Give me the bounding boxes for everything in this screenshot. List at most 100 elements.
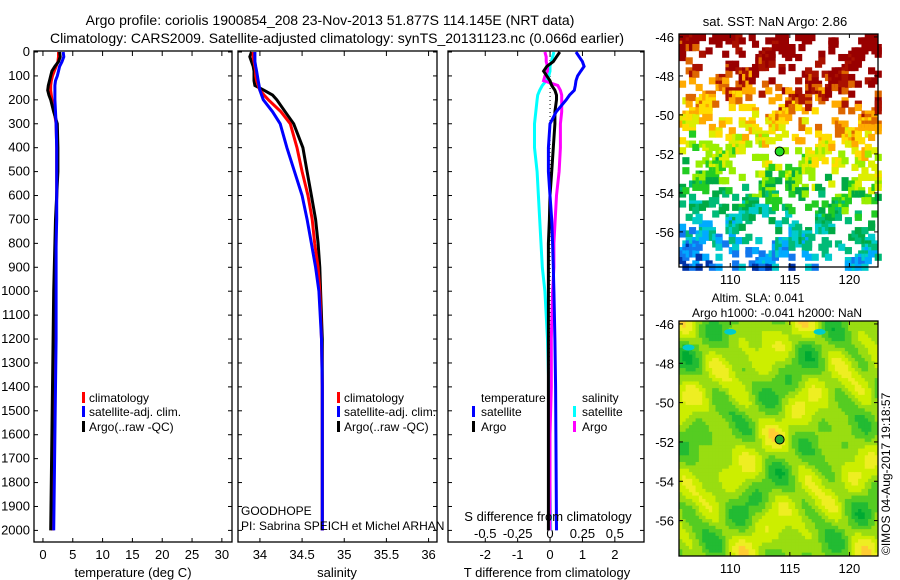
sla-cell: [795, 441, 799, 446]
sla-cell: [821, 341, 826, 345]
sla-cell: [685, 492, 690, 497]
sst-cell: [722, 240, 730, 248]
sla-cell: [775, 327, 779, 332]
sla-cell: [768, 549, 773, 554]
sst-cell: [841, 207, 849, 215]
sla-cell: [805, 337, 809, 342]
sla-cell: [732, 398, 736, 403]
sla-cell: [818, 515, 823, 520]
sla-cell: [844, 418, 849, 423]
sla-cell: [844, 545, 849, 550]
sla-cell: [745, 344, 750, 349]
sla-cell: [735, 458, 740, 463]
sla-cell: [844, 334, 849, 339]
sla-cell: [788, 344, 793, 349]
sla-cell: [742, 542, 746, 547]
sla-cell: [795, 331, 799, 335]
sla-cell: [808, 451, 813, 456]
sla-cell: [712, 458, 716, 463]
sla-cell: [785, 552, 789, 557]
sla-cell: [722, 337, 726, 342]
sla-cell: [732, 468, 736, 473]
sla-cell: [795, 357, 799, 362]
sla-cell: [765, 411, 770, 416]
sla-cell: [844, 485, 849, 490]
sla-cell: [834, 509, 839, 513]
sla-cell: [844, 361, 849, 366]
sst-cell: [698, 50, 707, 58]
sla-cell: [828, 448, 833, 453]
sla-cell: [682, 498, 687, 503]
sla-cell: [824, 478, 829, 483]
sla-cell: [814, 435, 819, 439]
sla-cell: [722, 435, 726, 439]
sla-cell: [708, 441, 713, 446]
sla-cell: [758, 525, 763, 530]
sla-cell: [781, 495, 786, 500]
sla-cell: [692, 415, 697, 419]
sla-cell: [844, 552, 849, 557]
sla-cell: [791, 354, 796, 359]
sla-cell: [765, 495, 770, 500]
sla-cell: [781, 411, 786, 416]
sla-cell: [775, 364, 779, 369]
sla-cell: [758, 331, 763, 335]
sla-cell: [715, 391, 720, 396]
sla-cell: [688, 421, 693, 426]
sla-cell: [798, 532, 803, 537]
sla-cell: [745, 478, 750, 483]
sla-cell: [758, 347, 763, 352]
sla-cell: [818, 428, 823, 433]
sla-cell: [705, 368, 710, 372]
sla-cell: [735, 485, 740, 490]
sla-cell: [765, 404, 770, 409]
sla-cell: [728, 475, 733, 480]
sla-cell: [791, 435, 796, 439]
sla-cell: [798, 505, 803, 510]
sla-cell: [685, 509, 690, 513]
sla-cell: [781, 337, 786, 342]
sla-cell: [728, 482, 733, 486]
sla-cell: [758, 549, 763, 554]
sla-cell: [708, 324, 713, 329]
sla-cell: [728, 408, 733, 413]
sla-cell: [834, 344, 839, 349]
sla-cell: [795, 472, 799, 476]
sla-cell: [791, 418, 796, 423]
sla-cell: [781, 519, 786, 523]
sla-cell: [808, 468, 813, 473]
sla-cell: [818, 512, 823, 517]
sla-cell: [738, 502, 743, 507]
sla-cell: [758, 441, 763, 446]
sla-cell: [725, 425, 730, 429]
sla-cell: [785, 535, 789, 540]
sla-cell: [821, 475, 826, 480]
sla-cell: [682, 512, 687, 517]
sla-cell: [818, 364, 823, 369]
sla-cell: [808, 448, 813, 453]
sla-cell: [765, 331, 770, 335]
sla-cell: [715, 465, 720, 470]
sla-cell: [705, 495, 710, 500]
sla-cell: [778, 445, 783, 450]
sla-cell: [808, 542, 813, 547]
sst-cell: [854, 213, 862, 221]
sla-cell: [735, 522, 740, 527]
sla-cell: [771, 535, 776, 540]
sla-cell: [751, 421, 756, 426]
sla-cell: [838, 445, 843, 450]
sla-cell: [722, 321, 726, 325]
sla-cell: [775, 398, 779, 403]
sla-cell: [738, 398, 743, 403]
sla-cell: [718, 549, 723, 554]
sla-cell: [824, 391, 829, 396]
sla-cell: [841, 421, 846, 426]
sla-cell: [788, 331, 793, 335]
sla-cell: [775, 334, 779, 339]
sla-cell: [715, 394, 720, 399]
sla-cell: [688, 398, 693, 403]
sla-cell: [698, 488, 703, 493]
sla-cell: [702, 502, 707, 507]
sla-cell: [755, 415, 760, 419]
